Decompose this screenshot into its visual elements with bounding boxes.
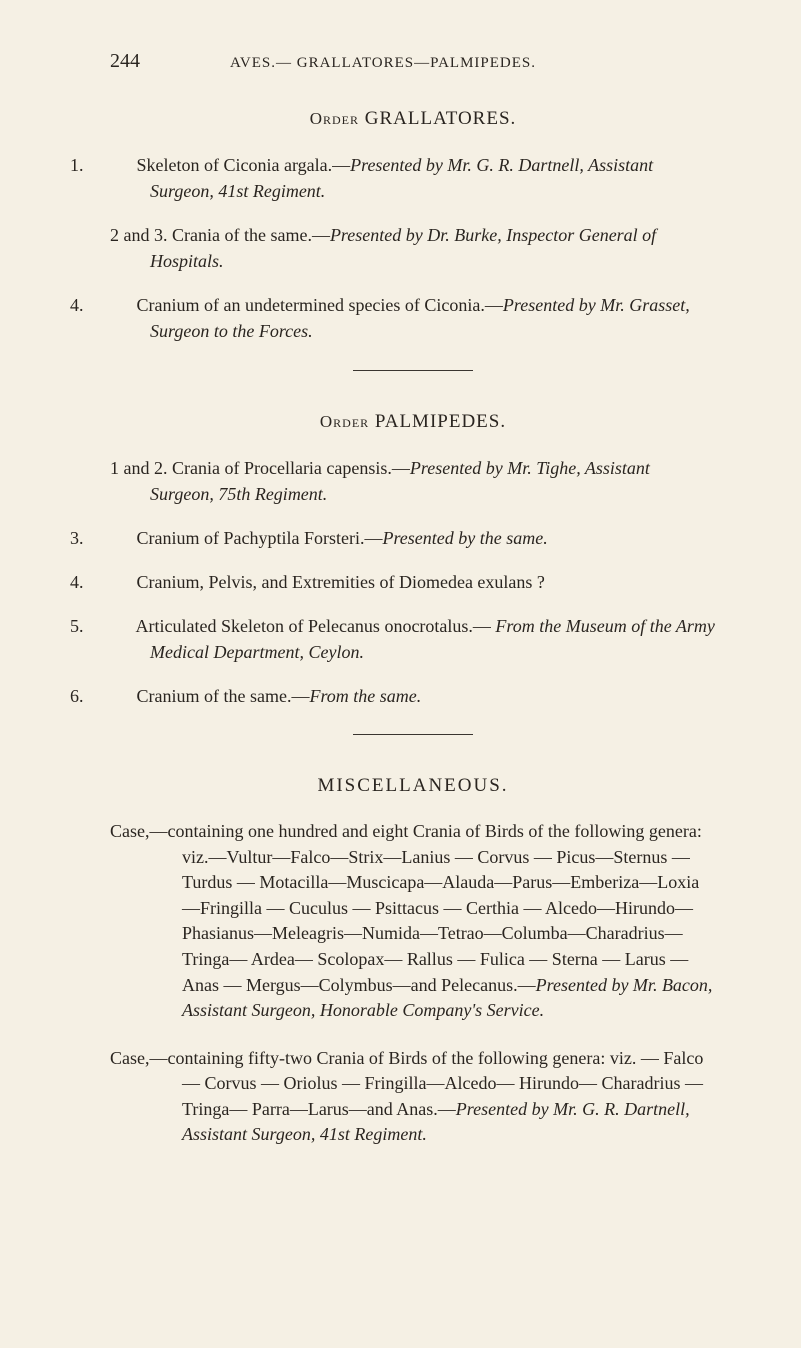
- case-entry: Case,—containing one hundred and eight C…: [110, 819, 716, 1023]
- order-name: PALMIPEDES.: [375, 411, 506, 432]
- running-head: AVES.— GRALLATORES—PALMIPEDES.: [230, 55, 536, 72]
- entry-text: Cranium, Pelvis, and Extremities of Diom…: [137, 572, 545, 592]
- entry: 1 and 2. Crania of Procellaria capensis.…: [110, 455, 716, 507]
- entry-text: Cranium of the same.—: [137, 686, 310, 706]
- case-text: Case,—containing one hundred and eight C…: [110, 821, 702, 994]
- page-header: 244 AVES.— GRALLATORES—PALMIPEDES.: [110, 50, 716, 73]
- entry: 5. Articulated Skeleton of Pelecanus ono…: [110, 613, 716, 665]
- entry-number: 4.: [110, 569, 132, 595]
- entry-number: 2: [110, 225, 119, 245]
- entry-text: Cranium of an undetermined species of Ci…: [137, 295, 503, 315]
- entry: 1. Skeleton of Ciconia argala.—Presented…: [110, 152, 716, 204]
- entry-number: 6.: [110, 683, 132, 709]
- order-prefix: Order: [320, 412, 369, 431]
- entry-text: and 3. Crania of the same.—: [119, 225, 330, 245]
- page-number: 244: [110, 50, 140, 73]
- section-title-grallatores: Order GRALLATORES.: [110, 108, 716, 130]
- entry-text: Cranium of Pachyptila Forsteri.—: [137, 528, 383, 548]
- case-entry: Case,—containing fifty-two Crania of Bir…: [110, 1046, 716, 1148]
- entry-number: 4.: [110, 292, 132, 318]
- entry-attribution: Presented by the same.: [382, 528, 547, 548]
- section-divider: [353, 370, 473, 371]
- entry-number: 1.: [110, 152, 132, 178]
- entry: 4. Cranium, Pelvis, and Extremities of D…: [110, 569, 716, 595]
- section-divider: [353, 734, 473, 735]
- entry: 6. Cranium of the same.—From the same.: [110, 683, 716, 709]
- entry-text: Articulated Skeleton of Pelecanus onocro…: [136, 616, 496, 636]
- entry: 2 and 3. Crania of the same.—Presented b…: [110, 222, 716, 274]
- entry: 3. Cranium of Pachyptila Forsteri.—Prese…: [110, 525, 716, 551]
- entry: 4. Cranium of an undetermined species of…: [110, 292, 716, 344]
- entry-text: Skeleton of Ciconia argala.—: [137, 155, 351, 175]
- entry-number: 1: [110, 458, 119, 478]
- entry-text: and 2. Crania of Procellaria capensis.—: [119, 458, 410, 478]
- entry-number: 3.: [110, 525, 132, 551]
- order-prefix: Order: [310, 109, 359, 128]
- entry-number: 5.: [110, 613, 132, 639]
- section-title-palmipedes: Order PALMIPEDES.: [110, 411, 716, 433]
- order-name: GRALLATORES.: [365, 108, 517, 129]
- entry-attribution: From the same.: [309, 686, 421, 706]
- section-title-miscellaneous: MISCELLANEOUS.: [110, 775, 716, 797]
